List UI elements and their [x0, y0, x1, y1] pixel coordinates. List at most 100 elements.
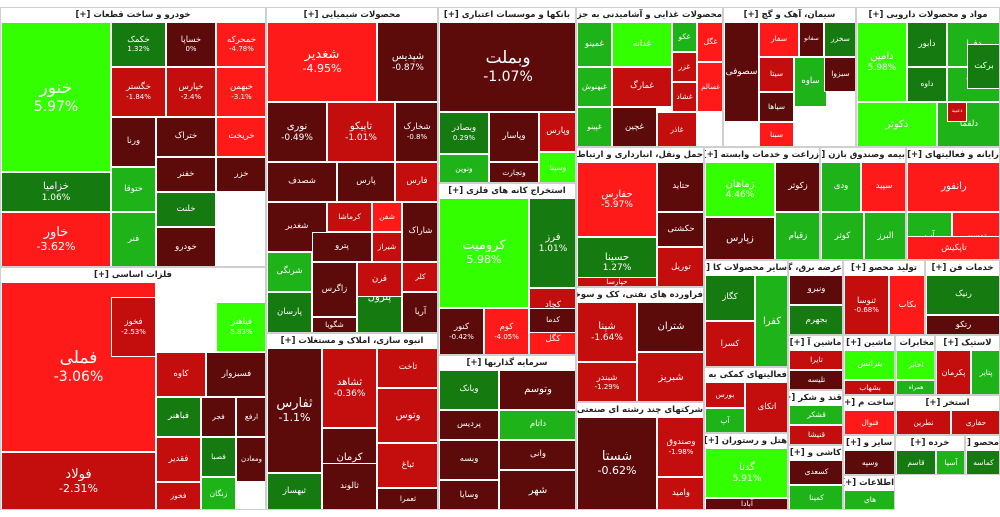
sector-title[interactable]: سرمایه گذاریها [+]	[439, 356, 575, 370]
stock-tile[interactable]: ختوقا	[111, 167, 156, 212]
stock-tile[interactable]: کاوه	[156, 352, 206, 397]
stock-tile[interactable]: ارفع	[236, 397, 265, 437]
stock-tile[interactable]: سخزر	[824, 22, 855, 57]
stock-tile[interactable]: دعبید	[947, 102, 967, 122]
stock-tile[interactable]: سفار	[759, 22, 799, 57]
stock-tile[interactable]: ثنوسا -0.68%	[844, 275, 889, 334]
stock-tile[interactable]: فارس	[395, 162, 437, 202]
stock-tile[interactable]: شگویا	[312, 317, 357, 332]
stock-tile[interactable]: شغدیر -4.95%	[267, 22, 377, 102]
stock-tile[interactable]: فباهنر 5.83%	[216, 302, 265, 352]
stock-tile[interactable]: غمینو	[577, 22, 612, 67]
stock-tile[interactable]: دامین 5.98%	[857, 22, 907, 102]
stock-tile[interactable]: شخارک -0.8%	[395, 102, 437, 162]
stock-tile[interactable]: فجر	[201, 397, 236, 437]
stock-tile[interactable]: حفاری	[951, 410, 999, 434]
sector-title[interactable]: هتل و رستوران [+]	[705, 434, 787, 448]
stock-tile[interactable]: زماهان 4.46%	[705, 162, 775, 217]
stock-tile[interactable]: توریل	[657, 247, 703, 286]
stock-tile[interactable]: شفن	[372, 202, 402, 232]
stock-tile[interactable]: حفارس -5.97%	[577, 162, 657, 237]
stock-tile[interactable]: پترو	[312, 232, 372, 262]
stock-tile[interactable]: بکاب	[889, 275, 924, 334]
stock-tile[interactable]: وسپه	[844, 450, 894, 474]
stock-tile[interactable]: ثشاهد -0.36%	[322, 348, 377, 428]
sector-title[interactable]: تولید محصو [+]	[844, 261, 924, 275]
sector-title[interactable]: خودرو و ساخت قطعات [+]	[1, 8, 265, 22]
stock-tile[interactable]: وسایا	[439, 480, 499, 509]
stock-tile[interactable]: ثباغ	[377, 443, 437, 488]
sector-title[interactable]: محصولات غذایی و آشامیدنی به جز قند [+]	[577, 8, 722, 22]
stock-tile[interactable]: خنور 5.97%	[1, 22, 111, 172]
stock-tile[interactable]: خپارس -2.4%	[166, 67, 216, 117]
stock-tile[interactable]: رانفور	[907, 162, 999, 212]
sector-title[interactable]: ساخت م [+]	[844, 396, 894, 410]
sector-title[interactable]: بیمه وصندوق بازن [+]	[821, 148, 905, 162]
stock-tile[interactable]: بورس	[705, 382, 745, 408]
stock-tile[interactable]: غگل	[697, 22, 722, 62]
stock-tile[interactable]: وانی	[499, 440, 575, 470]
stock-tile[interactable]: کمینا	[789, 485, 842, 509]
stock-tile[interactable]: پارس	[337, 162, 395, 202]
stock-tile[interactable]: وپاسار	[489, 112, 539, 162]
stock-tile[interactable]: ثاخت	[377, 348, 437, 388]
sector-title[interactable]: فلزات اساسی [+]	[1, 268, 265, 282]
sector-title[interactable]: خرده [+]	[896, 436, 964, 450]
stock-tile[interactable]: خاور -3.62%	[1, 212, 111, 266]
stock-tile[interactable]: کماسه	[966, 450, 999, 474]
stock-tile[interactable]: آسیا	[936, 450, 964, 474]
stock-tile[interactable]: گدنا 5.91%	[705, 448, 787, 498]
stock-tile[interactable]: فولاد -2.31%	[1, 452, 156, 509]
stock-tile[interactable]: زنگان	[201, 477, 236, 509]
stock-tile[interactable]: شپنا -1.64%	[577, 302, 637, 362]
stock-tile[interactable]: سصوفی	[724, 22, 759, 122]
stock-tile[interactable]: وتجارت	[489, 162, 539, 182]
stock-tile[interactable]: وامید	[657, 477, 703, 509]
sector-title[interactable]: مخابرات [+]	[896, 336, 934, 350]
stock-tile[interactable]: زکوثر	[775, 162, 819, 212]
stock-tile[interactable]: بركت	[967, 44, 999, 89]
stock-tile[interactable]: داوه	[907, 67, 947, 102]
stock-tile[interactable]: خکمک 1.32%	[111, 22, 166, 67]
stock-tile[interactable]: ثفارس -1.1%	[267, 348, 322, 473]
stock-tile[interactable]: تاپکیش	[907, 236, 999, 259]
stock-tile[interactable]: شاراک	[402, 202, 437, 262]
stock-tile[interactable]: خفنر	[156, 157, 216, 192]
sector-title[interactable]: شرکتهای چند رشته ای صنعتی [+]	[577, 403, 703, 417]
sector-title[interactable]: بانکها و موسسات اعتباری [+]	[439, 8, 575, 22]
stock-tile[interactable]: نوری -0.49%	[267, 102, 327, 162]
sector-title[interactable]: استخراج کانه های فلزی [+]	[439, 184, 575, 198]
stock-tile[interactable]: شصدف	[267, 162, 337, 202]
stock-tile[interactable]: فصبا	[201, 437, 236, 477]
stock-tile[interactable]: ودی	[821, 162, 861, 212]
stock-tile[interactable]: شبندر -1.29%	[577, 362, 637, 401]
stock-tile[interactable]: دابور	[907, 22, 947, 67]
stock-tile[interactable]: وسینا	[539, 152, 575, 182]
stock-tile[interactable]: کرماشا	[327, 202, 372, 232]
stock-tile[interactable]: شغدیر	[267, 202, 327, 252]
sector-title[interactable]: کاشی و [+]	[789, 446, 842, 460]
stock-tile[interactable]: ثبهساز	[267, 473, 322, 509]
sector-title[interactable]: سیمان، آهک و گچ [+]	[724, 8, 855, 22]
stock-tile[interactable]: خساپا 0%	[166, 22, 216, 67]
stock-tile[interactable]: البرز	[864, 212, 905, 259]
stock-tile[interactable]: کفرا	[755, 275, 787, 366]
stock-tile[interactable]: آبادا	[705, 498, 787, 509]
stock-tile[interactable]: رنیک	[926, 275, 999, 315]
stock-tile[interactable]: اخابر	[896, 350, 934, 380]
stock-tile[interactable]: پردیس	[439, 410, 499, 440]
stock-tile[interactable]: خمحرکه -4.78%	[216, 22, 265, 67]
stock-tile[interactable]: وپارس	[539, 112, 575, 152]
stock-tile[interactable]: ثالوند	[322, 463, 377, 509]
stock-tile[interactable]: غچین	[612, 107, 657, 146]
stock-tile[interactable]: سفانو	[799, 22, 824, 57]
stock-tile[interactable]: پتاير	[971, 350, 999, 394]
stock-tile[interactable]: کرومیت 5.98%	[439, 198, 529, 308]
stock-tile[interactable]: ومعادن	[236, 437, 265, 482]
stock-tile[interactable]: کوم -4.05%	[484, 308, 529, 354]
stock-tile[interactable]: شبریز	[637, 352, 703, 401]
stock-tile[interactable]: نطرین	[896, 410, 951, 434]
stock-tile[interactable]: خگستر -1.84%	[111, 67, 166, 117]
stock-tile[interactable]: فخوز -2.53%	[111, 297, 156, 357]
sector-title[interactable]: عرضه برق، گاز [+]	[789, 261, 842, 275]
